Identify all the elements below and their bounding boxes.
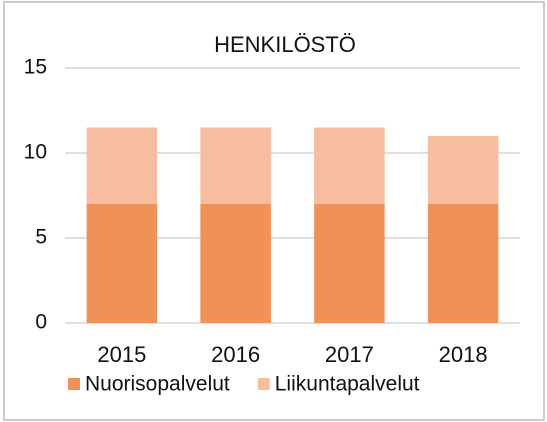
bar-segment	[427, 136, 499, 204]
y-tick-label: 10	[24, 141, 47, 164]
y-tick-label: 0	[35, 311, 47, 334]
bar-segment	[314, 204, 385, 323]
bar-segment	[86, 204, 158, 323]
bar-segment	[200, 127, 271, 204]
legend-label: Liikuntapalvelut	[275, 373, 420, 396]
legend-label: Nuorisopalvelut	[85, 373, 230, 396]
legend-swatch	[257, 378, 270, 390]
bar-segment	[314, 127, 385, 204]
x-tick-label: 2018	[439, 342, 488, 367]
chart-title: HENKILÖSTÖ	[214, 32, 356, 57]
y-tick-label: 5	[35, 226, 47, 249]
x-tick-label: 2015	[97, 342, 146, 367]
bar-segment	[200, 204, 271, 323]
bar-segment	[427, 204, 499, 323]
bar-segment	[86, 127, 158, 204]
y-tick-label: 15	[24, 56, 47, 79]
x-tick-label: 2016	[211, 342, 260, 367]
legend-swatch	[68, 378, 80, 390]
x-tick-label: 2017	[325, 342, 374, 367]
